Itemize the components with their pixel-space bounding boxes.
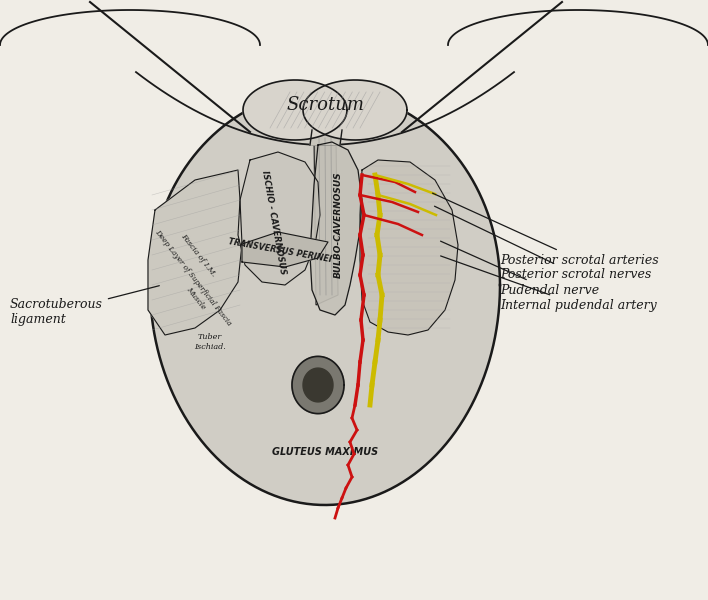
Text: Deep Layer of Superficial Fascia: Deep Layer of Superficial Fascia: [153, 229, 233, 328]
Text: Scrotum: Scrotum: [286, 96, 364, 114]
Text: ISCHIO - CAVERNOSUS: ISCHIO - CAVERNOSUS: [261, 169, 287, 275]
Polygon shape: [303, 80, 407, 140]
Text: GLUTEUS MAXIMUS: GLUTEUS MAXIMUS: [272, 447, 378, 457]
Polygon shape: [314, 138, 338, 305]
Text: Tuber
Ischiad.: Tuber Ischiad.: [194, 334, 226, 350]
Polygon shape: [148, 170, 242, 335]
Text: Muscle: Muscle: [185, 285, 207, 311]
Polygon shape: [292, 356, 344, 413]
Polygon shape: [150, 90, 500, 505]
Polygon shape: [360, 160, 458, 335]
Text: Sacrotuberous
ligament: Sacrotuberous ligament: [10, 286, 159, 326]
Text: Pudendal nerve: Pudendal nerve: [440, 241, 599, 296]
Text: Fascia of I.M.: Fascia of I.M.: [179, 232, 217, 278]
Polygon shape: [242, 232, 328, 267]
Polygon shape: [303, 368, 333, 402]
Text: TRANSVERSUS PERINEI: TRANSVERSUS PERINEI: [228, 238, 332, 265]
Text: BULBO-CAVERNOSUS: BULBO-CAVERNOSUS: [333, 172, 343, 278]
Polygon shape: [310, 142, 362, 315]
Text: Posterior scrotal nerves: Posterior scrotal nerves: [435, 206, 651, 280]
Text: Posterior scrotal arteries: Posterior scrotal arteries: [433, 193, 658, 266]
Text: Internal pudendal artery: Internal pudendal artery: [440, 256, 657, 311]
Polygon shape: [243, 80, 347, 140]
Polygon shape: [310, 130, 342, 145]
Polygon shape: [238, 152, 320, 285]
